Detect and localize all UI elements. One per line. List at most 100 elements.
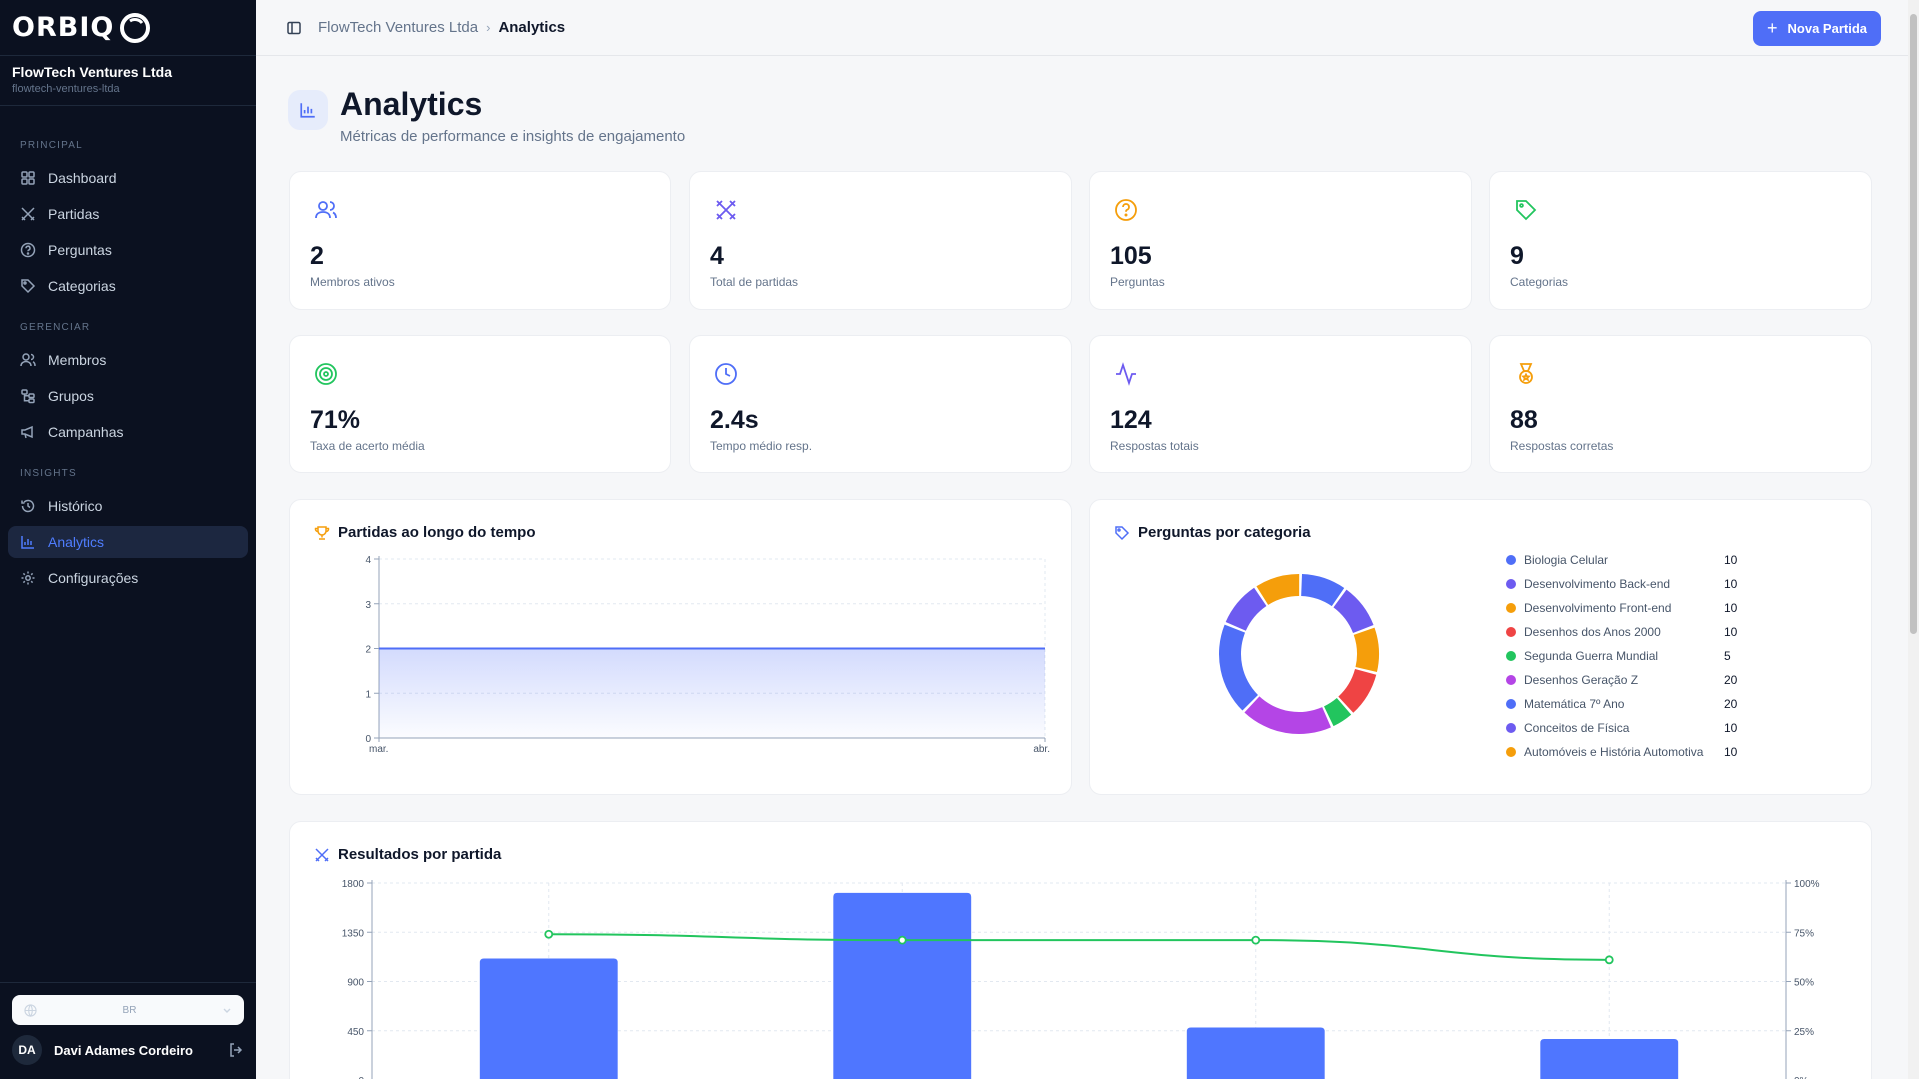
stat-card-response-time: 2.4s Tempo médio resp. <box>689 335 1072 473</box>
category-donut-chart <box>1219 573 1379 735</box>
swords-icon <box>20 206 36 222</box>
stat-value: 2.4s <box>710 406 759 434</box>
new-match-button[interactable]: + Nova Partida <box>1753 11 1881 46</box>
donut-slice <box>1353 627 1379 672</box>
y-tick-label: 4 <box>365 555 371 566</box>
trophy-icon <box>314 525 330 541</box>
line-point <box>544 929 554 939</box>
stat-value: 9 <box>1510 242 1524 270</box>
stat-value: 71% <box>310 406 361 434</box>
swords-icon <box>716 200 736 220</box>
stat-value: 88 <box>1510 406 1538 434</box>
language-select[interactable]: BR <box>12 995 244 1025</box>
legend-swatch <box>1506 579 1516 589</box>
sidebar-item-grupos[interactable]: Grupos <box>8 380 248 412</box>
legend-value: 10 <box>1724 553 1738 567</box>
tag-icon <box>20 278 36 294</box>
legend-label: Desenhos dos Anos 2000 <box>1524 625 1661 639</box>
logout-icon[interactable] <box>228 1042 244 1058</box>
legend-item: Segunda Guerra Mundial 5 <box>1506 644 1737 668</box>
section-label-insights: INSIGHTS <box>20 468 77 479</box>
legend-label: Desenhos Geração Z <box>1524 673 1639 687</box>
sidebar-item-historico[interactable]: Histórico <box>8 490 248 522</box>
legend-value: 10 <box>1724 721 1738 735</box>
org-slug: flowtech-ventures-ltda <box>12 83 120 95</box>
y-right-tick-label: 50% <box>1794 978 1814 989</box>
results-per-match-card: Resultados por partida 0 450 900 1350 1800 0%… <box>289 821 1872 1079</box>
hierarchy-icon <box>20 388 36 404</box>
breadcrumb-separator: › <box>486 20 491 35</box>
legend-item: Desenvolvimento Front-end 10 <box>1506 596 1737 620</box>
y-right-tick-label: 100% <box>1794 879 1820 890</box>
stat-value: 105 <box>1110 242 1152 270</box>
globe-icon <box>24 1003 37 1017</box>
breadcrumb-root[interactable]: FlowTech Ventures Ltda <box>318 19 479 36</box>
sidebar-item-campanhas[interactable]: Campanhas <box>8 416 248 448</box>
bar <box>1186 1027 1325 1079</box>
stat-card-members: 2 Membros ativos <box>289 171 671 310</box>
section-label-principal: PRINCIPAL <box>20 140 83 151</box>
stat-label: Perguntas <box>1110 275 1165 289</box>
user-profile: DA Davi Adames Cordeiro <box>12 1035 244 1065</box>
stat-label: Respostas corretas <box>1510 439 1614 453</box>
sidebar-item-membros[interactable]: Membros <box>8 344 248 376</box>
y-right-tick-label: 0% <box>1794 1076 1809 1079</box>
new-match-label: Nova Partida <box>1787 21 1867 36</box>
legend-swatch <box>1506 699 1516 709</box>
sidebar-item-label: Membros <box>48 352 107 368</box>
sidebar-item-dashboard[interactable]: Dashboard <box>8 162 248 194</box>
stat-label: Tempo médio resp. <box>710 439 813 453</box>
legend-value: 20 <box>1724 697 1738 711</box>
legend-value: 5 <box>1724 649 1731 663</box>
legend-label: Matemática 7º Ano <box>1524 697 1625 711</box>
stat-label: Membros ativos <box>310 275 395 289</box>
legend-swatch <box>1506 603 1516 613</box>
stat-value: 4 <box>710 242 724 270</box>
scrollbar[interactable] <box>1908 0 1919 1079</box>
history-icon <box>20 498 36 514</box>
sidebar: ORBIQ FlowTech Ventures Ltda flowtech-ve… <box>0 0 256 1079</box>
card-title: Perguntas por categoria <box>1114 524 1311 541</box>
question-circle-icon <box>20 242 36 258</box>
donut-slice <box>1301 574 1345 607</box>
legend-item: Desenvolvimento Back-end 10 <box>1506 572 1737 596</box>
medal-icon <box>1519 363 1533 384</box>
target-icon <box>315 363 337 385</box>
sidebar-toggle-icon[interactable] <box>286 20 302 36</box>
sidebar-item-perguntas[interactable]: Perguntas <box>8 234 248 266</box>
sidebar-item-partidas[interactable]: Partidas <box>8 198 248 230</box>
bar <box>833 892 972 1079</box>
y-tick-label: 0 <box>358 1076 364 1079</box>
org-switcher[interactable]: FlowTech Ventures Ltda flowtech-ventures… <box>0 56 256 106</box>
legend-item: Automóveis e História Automotiva 10 <box>1506 740 1737 764</box>
category-legend: Biologia Celular 10 Desenvolvimento Back-e… <box>1506 548 1737 764</box>
stat-card-matches: 4 Total de partidas <box>689 171 1072 310</box>
legend-label: Automóveis e História Automotiva <box>1524 745 1704 759</box>
donut-slice <box>1256 573 1300 605</box>
stat-card-correct-answers: 88 Respostas corretas <box>1489 335 1872 473</box>
page-icon <box>288 90 328 130</box>
avatar[interactable]: DA <box>12 1035 42 1065</box>
donut-slice <box>1219 624 1258 711</box>
donut-slice <box>1324 697 1352 727</box>
legend-swatch <box>1506 723 1516 733</box>
legend-label: Desenvolvimento Front-end <box>1524 601 1672 615</box>
page-subtitle: Métricas de performance e insights de en… <box>340 128 686 145</box>
questions-by-category-card: Perguntas por categoria Biologia Celular… <box>1089 499 1872 795</box>
sidebar-item-configuracoes[interactable]: Configurações <box>8 562 248 594</box>
logo-ring-icon <box>120 12 151 43</box>
sidebar-item-analytics[interactable]: Analytics <box>8 526 248 558</box>
chart-title: Resultados por partida <box>338 846 502 863</box>
page-title: Analytics <box>340 86 483 122</box>
sidebar-nav: PRINCIPAL Dashboard Partidas Perguntas C… <box>0 140 256 594</box>
scrollbar-thumb[interactable] <box>1910 14 1917 634</box>
sidebar-item-categorias[interactable]: Categorias <box>8 270 248 302</box>
y-right-tick-label: 75% <box>1794 928 1814 939</box>
donut-slice <box>1338 669 1377 713</box>
legend-label: Biologia Celular <box>1524 553 1609 567</box>
results-combo-chart: 0 450 900 1350 1800 0% 25% 50% 75% 100% <box>342 879 1820 1079</box>
y-tick-label: 2 <box>365 645 371 656</box>
brand[interactable]: ORBIQ <box>0 0 256 56</box>
y-tick-label: 1800 <box>342 879 365 890</box>
x-tick-label: abr. <box>1033 744 1050 755</box>
